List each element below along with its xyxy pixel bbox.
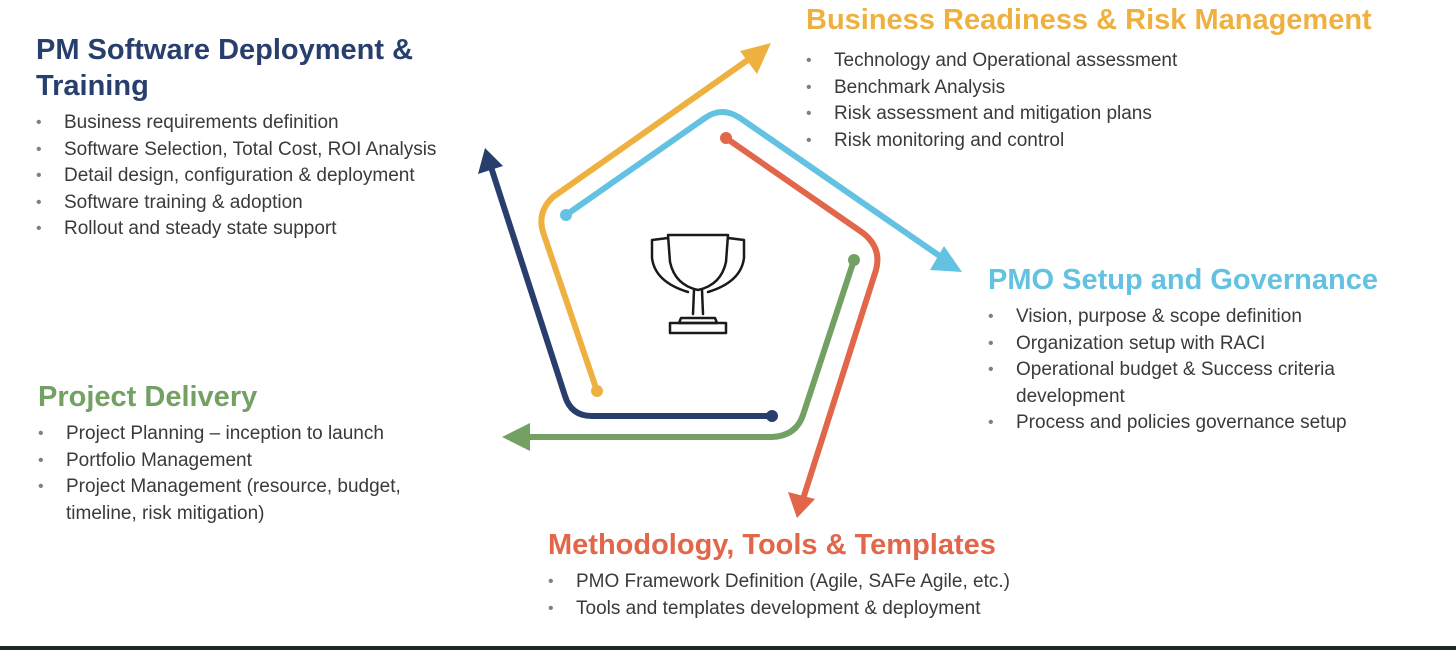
project-delivery-title: Project Delivery <box>38 381 258 413</box>
list-item: Detail design, configuration & deploymen… <box>36 163 466 190</box>
arrow-business-readiness <box>538 43 771 397</box>
list-item: Benchmark Analysis <box>806 75 1406 102</box>
list-item: Operational budget & Success criteria de… <box>988 357 1358 410</box>
project-delivery-list: Project Planning – inception to launch P… <box>38 421 428 527</box>
arrow-pmo-setup <box>560 109 962 272</box>
section-business-readiness: Business Readiness & Risk Management Tec… <box>806 2 1406 154</box>
list-item: Tools and templates development & deploy… <box>548 596 1108 623</box>
arrow-pm-software <box>478 148 778 422</box>
list-item: Portfolio Management <box>38 448 428 475</box>
pm-software-list: Business requirements definition Softwar… <box>36 110 466 243</box>
business-readiness-title: Business Readiness & Risk Management <box>806 4 1372 36</box>
section-methodology: Methodology, Tools & Templates PMO Frame… <box>548 527 1108 622</box>
pmo-setup-list: Vision, purpose & scope definition Organ… <box>988 304 1358 437</box>
section-pmo-setup: PMO Setup and Governance Vision, purpose… <box>988 262 1428 437</box>
business-readiness-list: Technology and Operational assessment Be… <box>806 48 1406 154</box>
list-item: Process and policies governance setup <box>988 410 1358 437</box>
list-item: PMO Framework Definition (Agile, SAFe Ag… <box>548 569 1108 596</box>
list-item: Project Planning – inception to launch <box>38 421 428 448</box>
list-item: Business requirements definition <box>36 110 466 137</box>
section-pm-software: PM Software Deployment & Training Busine… <box>36 32 466 243</box>
list-item: Risk assessment and mitigation plans <box>806 101 1406 128</box>
section-project-delivery: Project Delivery Project Planning – ince… <box>38 379 458 527</box>
trophy-icon <box>650 233 746 335</box>
bottom-divider <box>0 646 1456 650</box>
methodology-list: PMO Framework Definition (Agile, SAFe Ag… <box>548 569 1108 622</box>
list-item: Project Management (resource, budget, ti… <box>38 474 428 527</box>
pm-software-title: PM Software Deployment & Training <box>36 34 414 102</box>
list-item: Organization setup with RACI <box>988 331 1358 358</box>
list-item: Rollout and steady state support <box>36 216 466 243</box>
arrow-project-delivery <box>502 254 860 451</box>
methodology-title: Methodology, Tools & Templates <box>548 529 996 561</box>
list-item: Software Selection, Total Cost, ROI Anal… <box>36 137 466 164</box>
list-item: Risk monitoring and control <box>806 128 1406 155</box>
pmo-setup-title: PMO Setup and Governance <box>988 264 1378 296</box>
list-item: Vision, purpose & scope definition <box>988 304 1358 331</box>
arrow-methodology <box>720 132 881 518</box>
list-item: Software training & adoption <box>36 190 466 217</box>
list-item: Technology and Operational assessment <box>806 48 1406 75</box>
